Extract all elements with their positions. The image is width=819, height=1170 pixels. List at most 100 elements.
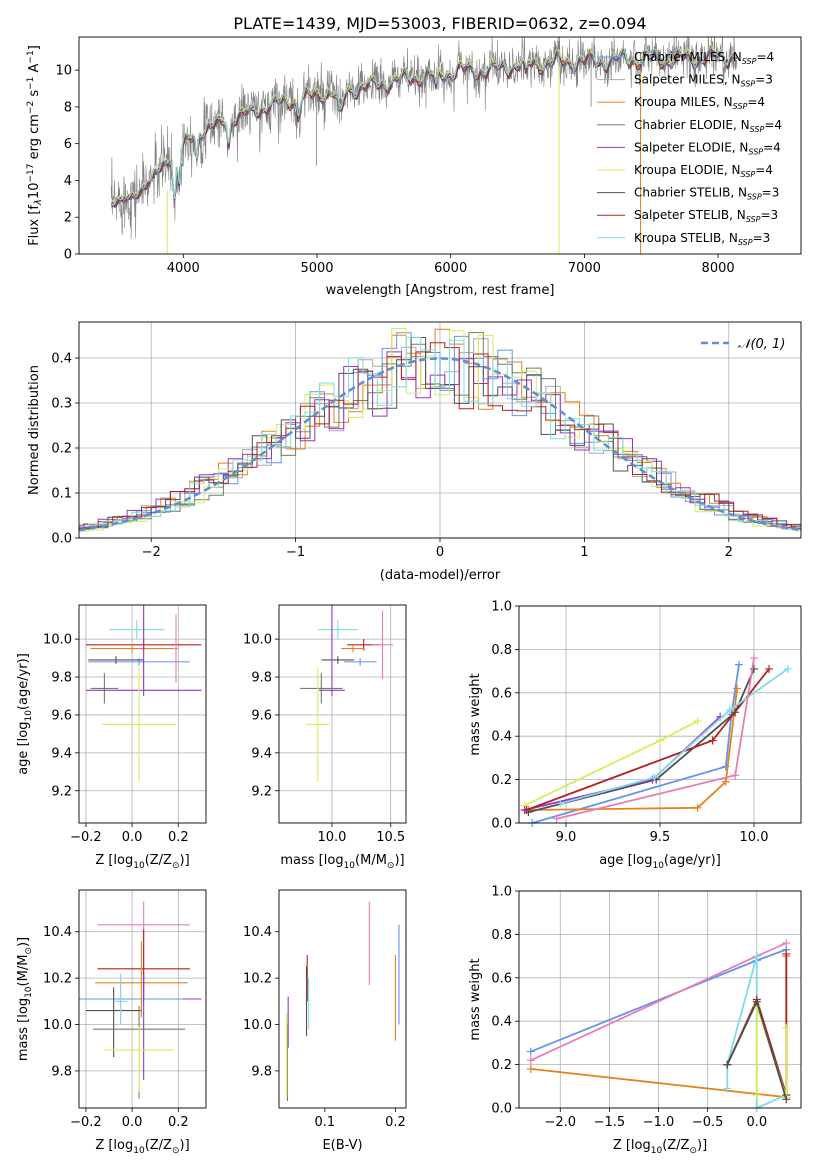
y-axis-label: Normed distribution: [27, 365, 42, 495]
weight-marker: [526, 1064, 535, 1073]
axes-frame: [278, 889, 407, 1109]
x-tick-label: 0.0: [746, 1115, 767, 1130]
weight-marker: [708, 736, 717, 745]
weight-marker: [734, 660, 743, 669]
figure-title: PLATE=1439, MJD=53003, FIBERID=0632, z=0…: [233, 14, 646, 33]
weight-marker: [782, 949, 791, 958]
spectrum-model-line: [110, 46, 738, 206]
x-axis-label: E(B-V): [322, 1138, 362, 1153]
histogram-series: [79, 342, 801, 529]
weight-line: [560, 668, 789, 805]
y-tick-label: 0: [64, 248, 72, 263]
y-tick-label: 9.2: [251, 784, 272, 799]
y-tick-label: 8: [64, 100, 72, 115]
weight-marker: [750, 654, 758, 663]
weight-marker: [782, 939, 791, 948]
y-tick-label: 0.0: [491, 1102, 512, 1117]
x-tick-label: 10.5: [376, 830, 405, 845]
weight-marker: [752, 1090, 761, 1099]
y-tick-label: 9.8: [51, 1064, 72, 1079]
x-axis-label: (data-model)/error: [380, 568, 501, 583]
age_vs_mass-axes: 10.0 10.5 9.2 9.4 9.6 9.8 10.0: [243, 605, 406, 845]
axes-frame: [518, 890, 802, 1109]
y-tick-label: 9.6: [51, 708, 72, 723]
age_vs_Z-axes: −0.2 0.0 0.2 9.2 9.4 9.6 9.8 10.0: [43, 605, 206, 845]
y-tick-label: 0.0: [51, 532, 72, 547]
y-tick-label: 4: [64, 174, 72, 189]
weight-marker: [721, 777, 730, 786]
y-tick-label: 9.2: [51, 784, 72, 799]
y-tick-label: 9.4: [51, 746, 72, 761]
legend-entry: Kroupa ELODIE, NSSP=4: [634, 163, 773, 179]
histogram-series: [79, 336, 801, 530]
x-tick-label: −0.2: [70, 1115, 102, 1130]
x-tick-label: −2.0: [544, 1115, 576, 1130]
weight-marker: [656, 736, 664, 745]
weight-marker: [783, 664, 792, 673]
y-axis-label: mass weight: [468, 673, 483, 755]
y-tick-label: 10.2: [243, 972, 272, 987]
mass_vs_Z-axes: −0.2 0.0 0.2 9.8 10.0 10.2 10.4: [43, 890, 206, 1130]
y-tick-label: 10: [55, 64, 72, 79]
x-tick-label: 0.1: [315, 1115, 336, 1130]
y-tick-label: 10.0: [243, 1018, 272, 1033]
x-tick-label: 6000: [434, 261, 467, 276]
x-tick-label: 10.0: [740, 830, 769, 845]
normal-curve: [79, 357, 799, 532]
legend-entry: Chabrier ELODIE, NSSP=4: [634, 118, 782, 134]
y-tick-label: 0.4: [51, 352, 72, 367]
y-tick-label: 0.0: [491, 817, 512, 832]
legend-entry: Chabrier MILES, NSSP=4: [634, 50, 774, 66]
weight-marker: [556, 799, 565, 808]
weight-marker: [552, 814, 561, 823]
y-tick-label: 0.8: [491, 928, 512, 943]
y-tick-label: 9.6: [251, 708, 272, 723]
y-tick-label: 0.4: [491, 1015, 512, 1030]
x-tick-label: −0.2: [70, 830, 102, 845]
x-tick-label: −2: [142, 545, 161, 560]
x-axis-label: mass [log10(M/M⊙)]: [280, 853, 404, 871]
weight-marker: [723, 1084, 732, 1093]
y-tick-label: 1.0: [491, 600, 512, 615]
weight-marker: [752, 952, 761, 961]
x-tick-label: 0.2: [385, 1115, 406, 1130]
y-tick-label: 9.4: [251, 746, 272, 761]
x-tick-label: 0.0: [122, 830, 143, 845]
axes-frame: [78, 604, 207, 824]
y-tick-label: 10.0: [43, 1018, 72, 1033]
y-tick-label: 9.8: [251, 671, 272, 686]
x-axis-label: Z [log10(Z/Z⊙)]: [95, 1138, 189, 1156]
y-tick-label: 2: [64, 211, 72, 226]
x-axis-label: Z [log10(Z/Z⊙)]: [613, 1138, 707, 1156]
legend-entry: Kroupa MILES, NSSP=4: [634, 95, 765, 111]
y-tick-label: 9.8: [51, 671, 72, 686]
weight-marker: [733, 684, 742, 693]
legend-entry: 𝒩(0, 1): [738, 337, 785, 352]
x-tick-label: 9.0: [556, 830, 577, 845]
x-axis-label: age [log10(age/yr)]: [599, 853, 721, 871]
y-tick-label: 0.4: [491, 730, 512, 745]
weight-marker: [526, 1056, 535, 1065]
x-tick-label: −1.0: [643, 1115, 675, 1130]
y-axis-label: age [log10(age/yr)]: [16, 653, 34, 775]
y-tick-label: 6: [64, 137, 72, 152]
weight-marker: [782, 1023, 791, 1032]
axes-frame: [78, 321, 802, 539]
y-tick-label: 0.6: [491, 686, 512, 701]
x-tick-label: −1: [286, 545, 305, 560]
weight-marker: [693, 803, 702, 812]
y-axis-label: mass weight: [468, 958, 483, 1040]
y-tick-label: 0.3: [51, 397, 72, 412]
x-tick-label: 1: [580, 545, 588, 560]
y-tick-label: 0.8: [491, 643, 512, 658]
weight-line: [528, 688, 738, 811]
y-tick-label: 0.2: [51, 442, 72, 457]
y-tick-label: 10.2: [43, 972, 72, 987]
x-axis-label: Z [log10(Z/Z⊙)]: [95, 853, 189, 871]
legend-entry: Salpeter ELODIE, NSSP=4: [634, 140, 781, 156]
axes-frame: [518, 605, 802, 824]
weight-marker: [765, 664, 774, 673]
weight-marker: [782, 1095, 791, 1104]
weight-marker: [750, 664, 758, 673]
